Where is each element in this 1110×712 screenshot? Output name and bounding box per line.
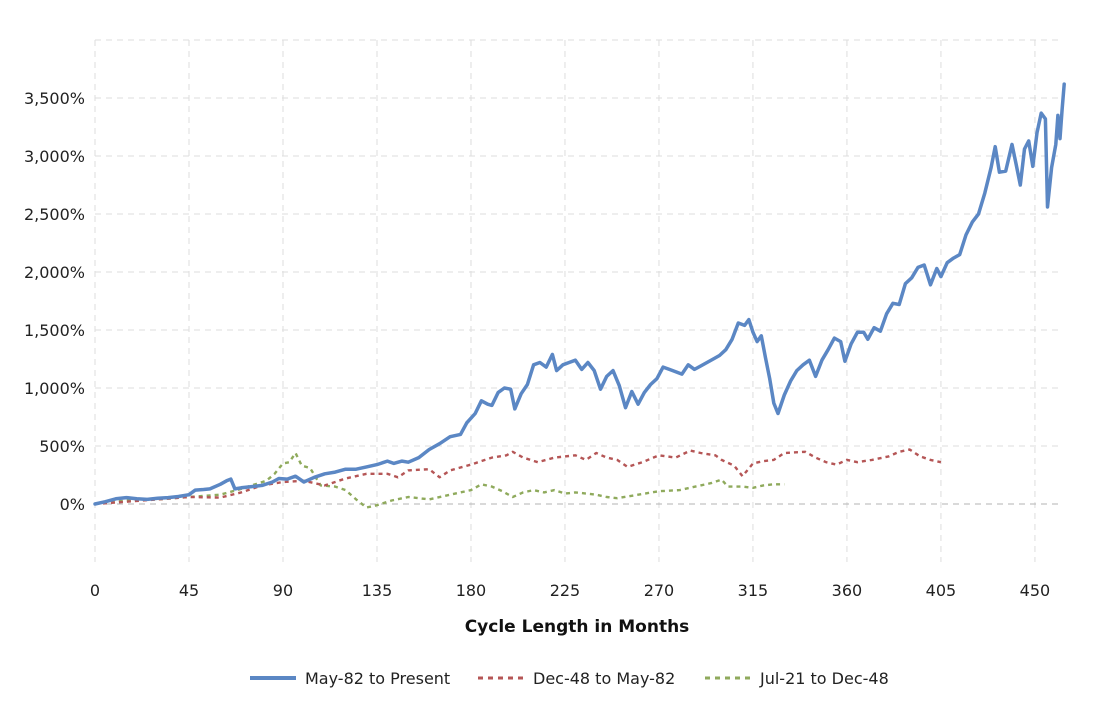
y-axis-ticks: 0% 500% 1,000% 1,500% 2,000% 2,500% 3,000% 3,50… [24,89,85,514]
legend-label: Jul-21 to Dec-48 [759,669,889,688]
x-tick-label: 225 [550,581,581,600]
y-tick-label: 500% [39,437,85,456]
legend-item[interactable]: Dec-48 to May-82 [478,669,675,688]
x-tick-label: 315 [738,581,769,600]
series-line-jul-21-to-dec-48 [94,451,785,509]
legend-label: May-82 to Present [305,669,450,688]
y-tick-label: 1,500% [24,321,85,340]
x-tick-label: 90 [273,581,293,600]
x-tick-label: 135 [362,581,393,600]
x-tick-label: 45 [179,581,199,600]
series-line-may-82-to-present [93,82,1066,506]
x-axis-ticks: 0 45 90 135 180 225 270 315 360 405 450 [90,581,1050,600]
y-tick-label: 0% [60,495,85,514]
x-tick-label: 180 [456,581,487,600]
legend-label: Dec-48 to May-82 [533,669,675,688]
legend[interactable]: May-82 to Present Dec-48 to May-82 Jul-21 … [250,669,889,688]
y-tick-label: 3,000% [24,147,85,166]
x-axis-title: Cycle Length in Months [465,617,690,637]
series-line-dec-48-to-may-82 [94,448,942,506]
y-gridlines [95,39,1060,505]
legend-item[interactable]: May-82 to Present [250,669,450,688]
y-tick-label: 1,000% [24,379,85,398]
x-tick-label: 405 [926,581,957,600]
series-layer [93,82,1066,509]
legend-item[interactable]: Jul-21 to Dec-48 [705,669,889,688]
x-tick-label: 450 [1020,581,1051,600]
y-tick-label: 3,500% [24,89,85,108]
x-tick-label: 270 [644,581,675,600]
x-tick-label: 0 [90,581,100,600]
x-gridlines [94,40,1036,562]
y-tick-label: 2,500% [24,205,85,224]
y-tick-label: 2,000% [24,263,85,282]
x-tick-label: 360 [832,581,863,600]
